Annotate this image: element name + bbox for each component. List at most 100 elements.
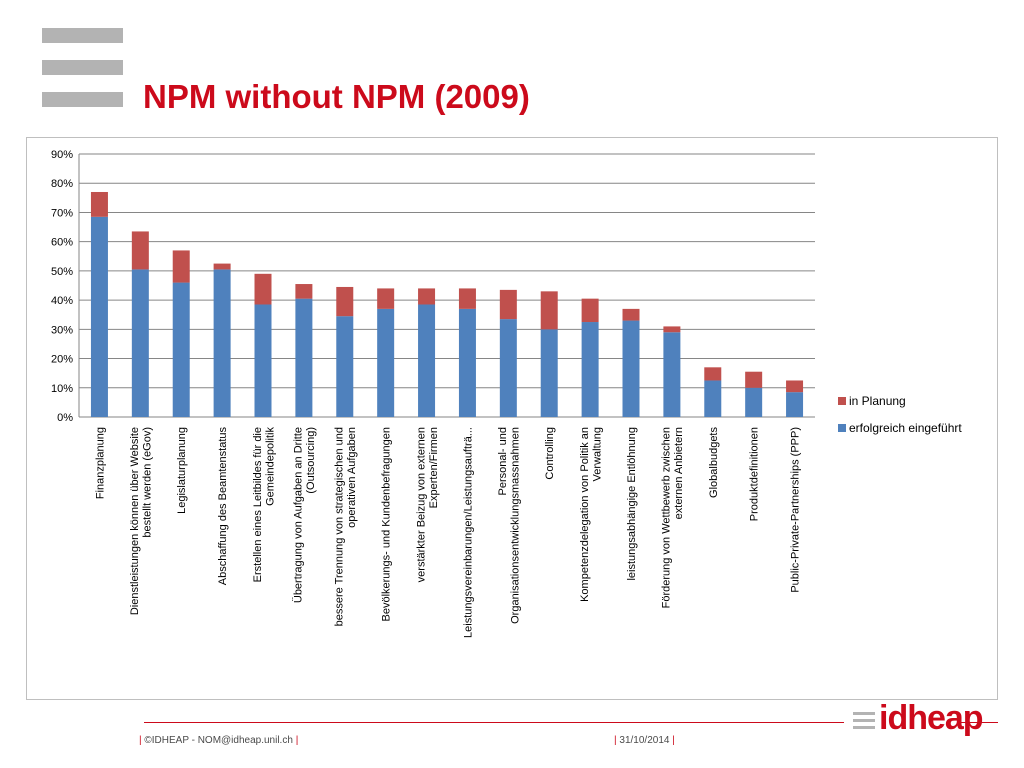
x-tick-label-line: bestellt werden (eGov) bbox=[142, 427, 154, 538]
x-tick-label: Leistungsvereinbarungen/Leistungsaufträ.… bbox=[462, 427, 474, 638]
bar-segment-implemented bbox=[131, 269, 149, 417]
bar-segment-implemented bbox=[458, 308, 476, 417]
x-tick-label: Abschaffung des Beamtenstatus bbox=[217, 427, 229, 586]
legend-label: in Planung bbox=[849, 394, 906, 408]
x-tick-label-line: (Outsourcing) bbox=[305, 427, 317, 494]
y-tick-label: 50% bbox=[51, 266, 73, 278]
footer-divider bbox=[958, 722, 998, 723]
y-tick-label: 60% bbox=[51, 237, 73, 249]
footer-date-text: 31/10/2014 bbox=[619, 735, 670, 746]
idheap-logo: idheap bbox=[853, 699, 984, 744]
x-tick-label-line: Abschaffung des Beamtenstatus bbox=[217, 427, 229, 586]
logo-stripe bbox=[853, 712, 875, 715]
x-tick-label-line: Förderung von Wettbewerb zwischen bbox=[661, 427, 673, 608]
logo-stripe bbox=[853, 726, 875, 729]
bar-segment-planned bbox=[377, 288, 395, 309]
bar-segment-planned bbox=[786, 380, 804, 393]
y-tick-label: 80% bbox=[51, 178, 73, 190]
bar-segment-planned bbox=[418, 288, 436, 305]
y-tick-label: 70% bbox=[51, 207, 73, 219]
bar-segment-planned bbox=[90, 191, 108, 217]
bar-segment-planned bbox=[172, 250, 190, 283]
x-tick-label: Dienstleistungen können über Website best… bbox=[129, 427, 154, 615]
x-tick-label: leistungsabhängige Entlöhnung bbox=[626, 427, 638, 581]
slide-title: NPM without NPM (2009) bbox=[143, 78, 530, 115]
x-tick-label-line: Finanzplanung bbox=[94, 427, 106, 499]
footer-copyright: | ©IDHEAP - NOM@idheap.unil.ch | bbox=[139, 735, 298, 746]
x-tick-label-line: Erstellen eines Leitbildes für die bbox=[252, 427, 264, 582]
bar-segment-implemented bbox=[377, 308, 395, 417]
x-tick-label-line: Gemeindepolitik bbox=[264, 427, 276, 506]
bar-segment-planned bbox=[295, 284, 313, 299]
bar-segment-planned bbox=[458, 288, 476, 309]
x-tick-label-line: Experten/Firmen bbox=[428, 427, 440, 508]
x-tick-label: Erstellen eines Leitbildes für die Gemein… bbox=[252, 427, 277, 583]
logo-bar bbox=[42, 28, 123, 43]
legend-label: erfolgreich eingeführt bbox=[849, 421, 962, 435]
y-tick-label: 90% bbox=[51, 149, 73, 161]
footer-separator: | bbox=[614, 735, 617, 746]
bar-segment-implemented bbox=[499, 319, 517, 417]
y-tick-label: 20% bbox=[51, 354, 73, 366]
bar-segment-planned bbox=[213, 263, 231, 270]
x-tick-label-line: Kompetenzdelegation von Politik an bbox=[579, 427, 591, 602]
logo-bar bbox=[42, 60, 123, 75]
bar-segment-planned bbox=[622, 308, 640, 321]
bar-segment-planned bbox=[663, 326, 681, 333]
bar-segment-implemented bbox=[745, 387, 763, 417]
legend-swatch bbox=[838, 397, 846, 405]
x-tick-label: Personal- und Organisationsentwicklungsma… bbox=[497, 427, 522, 624]
bar-segment-implemented bbox=[254, 304, 272, 417]
y-tick-label: 10% bbox=[51, 383, 73, 395]
x-tick-label: Übertragung von Aufgaben an Dritte (Outso… bbox=[293, 427, 318, 603]
idheap-logo-text: idheap bbox=[879, 699, 984, 737]
x-tick-label-line: Übertragung von Aufgaben an Dritte bbox=[293, 427, 305, 603]
x-tick-label: Globalbudgets bbox=[708, 427, 720, 498]
x-tick-label: Public-Private-Partnerships (PPP) bbox=[790, 427, 802, 593]
bar-segment-implemented bbox=[622, 320, 640, 417]
x-tick-label-line: Leistungsvereinbarungen/Leistungsaufträ.… bbox=[462, 427, 474, 638]
y-tick-label: 30% bbox=[51, 324, 73, 336]
x-tick-label: Legislaturplanung bbox=[176, 427, 188, 514]
x-tick-label-line: Public-Private-Partnerships (PPP) bbox=[790, 427, 802, 593]
footer-divider bbox=[144, 722, 844, 723]
bar-segment-implemented bbox=[704, 380, 722, 417]
x-tick-label: Controlling bbox=[544, 427, 556, 480]
x-tick-label: Förderung von Wettbewerb zwischen externe… bbox=[661, 427, 686, 608]
logo-bars bbox=[42, 28, 123, 108]
footer-date: | 31/10/2014 | bbox=[614, 735, 675, 746]
logo-stripe bbox=[853, 719, 875, 722]
bar-segment-implemented bbox=[336, 316, 354, 417]
x-tick-label-line: Produktdefinitionen bbox=[749, 427, 761, 521]
stacked-bar-chart: 0% 10% 20% 30% 40% 50% 60% 70% 80% 90% Finanzplanu… bbox=[51, 149, 962, 638]
bar-segment-planned bbox=[704, 367, 722, 381]
bar-segment-planned bbox=[336, 286, 354, 317]
x-tick-label-line: Personal- und bbox=[497, 427, 509, 496]
bar-segment-implemented bbox=[663, 332, 681, 417]
chart-frame: 0% 10% 20% 30% 40% 50% 60% 70% 80% 90% Finanzplanu… bbox=[26, 137, 998, 700]
x-tick-label: Bevölkerungs- und Kundenbefragungen bbox=[381, 427, 393, 621]
bar-segment-implemented bbox=[213, 269, 231, 417]
x-tick-label: Kompetenzdelegation von Politik an Verwal… bbox=[579, 427, 604, 602]
legend-swatch bbox=[838, 424, 846, 432]
footer-separator: | bbox=[672, 735, 675, 746]
bar-segment-implemented bbox=[172, 282, 190, 417]
bar-segment-implemented bbox=[418, 304, 436, 417]
x-tick-label-line: bessere Trennung von strategischen und bbox=[334, 427, 346, 626]
x-tick-label-line: Verwaltung bbox=[591, 427, 603, 481]
bar-segment-planned bbox=[131, 231, 149, 270]
x-tick-label-line: externen Anbietern bbox=[673, 427, 685, 519]
y-tick-label: 0% bbox=[57, 412, 73, 424]
bar-segment-implemented bbox=[786, 392, 804, 417]
x-tick-label-line: Controlling bbox=[544, 427, 556, 480]
x-tick-label-line: Bevölkerungs- und Kundenbefragungen bbox=[381, 427, 393, 621]
x-tick-label-line: Globalbudgets bbox=[708, 427, 720, 498]
x-tick-label-line: Organisationsentwicklungsmassnahmen bbox=[510, 427, 522, 624]
x-tick-label: verstärkter Beizug von externen Experten/… bbox=[415, 427, 440, 582]
bar-segment-implemented bbox=[540, 329, 558, 417]
x-tick-label-line: Legislaturplanung bbox=[176, 427, 188, 514]
bar-segment-planned bbox=[254, 273, 272, 305]
footer-separator: | bbox=[295, 735, 299, 746]
x-tick-label-line: leistungsabhängige Entlöhnung bbox=[626, 427, 638, 581]
bar-segment-planned bbox=[745, 371, 763, 388]
